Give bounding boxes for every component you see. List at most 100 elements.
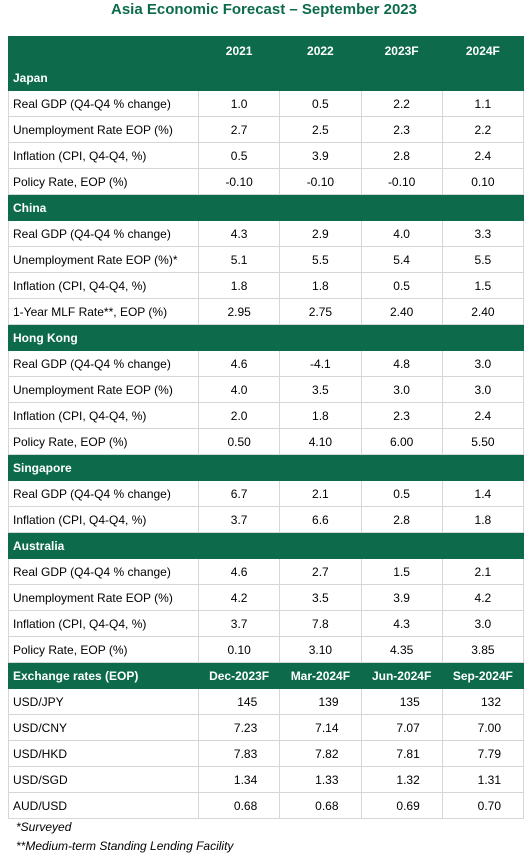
cell-value: 1.5 bbox=[441, 272, 525, 299]
table-row: Inflation (CPI, Q4-Q4, %) 3.7 7.8 4.3 3.0 bbox=[8, 610, 525, 637]
cell-value: 0.68 bbox=[279, 792, 362, 819]
cell-value: 1.0 bbox=[197, 90, 281, 117]
cell-value: 4.2 bbox=[441, 584, 525, 611]
cell-value: 0.10 bbox=[441, 168, 525, 195]
row-label: Inflation (CPI, Q4-Q4, %) bbox=[8, 506, 199, 533]
table-row: Real GDP (Q4-Q4 % change) 4.6 2.7 1.5 2.1 bbox=[8, 558, 525, 585]
cell-value: 1.8 bbox=[197, 272, 281, 299]
cell-value: 4.6 bbox=[197, 558, 281, 585]
row-label: Policy Rate, EOP (%) bbox=[8, 428, 199, 455]
table-row: 2021 2022 2023F 2024F bbox=[8, 36, 525, 65]
cell-value: 2.8 bbox=[360, 506, 443, 533]
cell-value: 2.95 bbox=[197, 298, 281, 325]
cell-value: 135 bbox=[360, 688, 443, 715]
cell-value: 4.6 bbox=[197, 350, 281, 377]
table-row: Inflation (CPI, Q4-Q4, %) 1.8 1.8 0.5 1.5 bbox=[8, 272, 525, 299]
cell-value: 7.07 bbox=[360, 714, 443, 741]
cell-value: -0.10 bbox=[279, 168, 362, 195]
cell-value: 1.31 bbox=[441, 766, 525, 793]
cell-value: 3.10 bbox=[279, 636, 362, 663]
cell-value: 3.0 bbox=[441, 350, 525, 377]
table-row: Real GDP (Q4-Q4 % change) 4.3 2.9 4.0 3.3 bbox=[8, 220, 525, 247]
cell-value: 2.9 bbox=[279, 220, 362, 247]
cell-value: 6.6 bbox=[279, 506, 362, 533]
cell-value: 2.2 bbox=[360, 90, 443, 117]
column-header: 2023F bbox=[360, 36, 443, 65]
cell-value: 7.81 bbox=[360, 740, 443, 767]
row-label: Unemployment Rate EOP (%) bbox=[8, 584, 199, 611]
cell-value: 4.8 bbox=[360, 350, 443, 377]
cell-value: 7.83 bbox=[197, 740, 281, 767]
table-row: Unemployment Rate EOP (%) 4.2 3.5 3.9 4.2 bbox=[8, 584, 525, 611]
table-row: Unemployment Rate EOP (%) 2.7 2.5 2.3 2.2 bbox=[8, 116, 525, 143]
cell-value: 1.34 bbox=[197, 766, 281, 793]
column-header: Mar-2024F bbox=[279, 662, 362, 689]
row-label: USD/JPY bbox=[8, 688, 199, 715]
table-row: 1-Year MLF Rate**, EOP (%) 2.95 2.75 2.40 2.… bbox=[8, 298, 525, 325]
cell-value: 1.5 bbox=[360, 558, 443, 585]
row-label: Inflation (CPI, Q4-Q4, %) bbox=[8, 610, 199, 637]
column-header: Jun-2024F bbox=[360, 662, 443, 689]
header-cell bbox=[8, 36, 199, 65]
cell-value: 0.5 bbox=[360, 480, 443, 507]
row-label: Inflation (CPI, Q4-Q4, %) bbox=[8, 272, 199, 299]
cell-value: 4.0 bbox=[197, 376, 281, 403]
cell-value: 0.69 bbox=[360, 792, 443, 819]
cell-value: -4.1 bbox=[279, 350, 362, 377]
cell-value: 1.32 bbox=[360, 766, 443, 793]
cell-value: 3.3 bbox=[441, 220, 525, 247]
cell-value: 3.0 bbox=[441, 610, 525, 637]
cell-value: 2.4 bbox=[441, 142, 525, 169]
row-label: 1-Year MLF Rate**, EOP (%) bbox=[8, 298, 199, 325]
row-label: Inflation (CPI, Q4-Q4, %) bbox=[8, 142, 199, 169]
table-row: Policy Rate, EOP (%) 0.10 3.10 4.35 3.85 bbox=[8, 636, 525, 663]
row-label: Inflation (CPI, Q4-Q4, %) bbox=[8, 402, 199, 429]
cell-value: 5.4 bbox=[360, 246, 443, 273]
row-label: Unemployment Rate EOP (%)* bbox=[8, 246, 199, 273]
table-row: Singapore bbox=[8, 454, 524, 481]
table-row: Unemployment Rate EOP (%) 4.0 3.5 3.0 3.0 bbox=[8, 376, 525, 403]
column-header: 2021 bbox=[197, 36, 281, 65]
table-row: Inflation (CPI, Q4-Q4, %) 2.0 1.8 2.3 2.4 bbox=[8, 402, 525, 429]
title: Asia Economic Forecast – September 2023 bbox=[111, 1, 417, 18]
cell-value: 5.50 bbox=[441, 428, 525, 455]
table-row: Policy Rate, EOP (%) -0.10 -0.10 -0.10 0.10 bbox=[8, 168, 525, 195]
section-header: Japan bbox=[8, 64, 524, 91]
cell-value: 1.8 bbox=[279, 402, 362, 429]
column-header: 2022 bbox=[279, 36, 362, 65]
cell-value: 0.68 bbox=[197, 792, 281, 819]
cell-value: 7.82 bbox=[279, 740, 362, 767]
row-label: Policy Rate, EOP (%) bbox=[8, 636, 199, 663]
table-row: Hong Kong bbox=[8, 324, 524, 351]
table-row: Australia bbox=[8, 532, 524, 559]
cell-value: 4.3 bbox=[197, 220, 281, 247]
cell-value: 4.3 bbox=[360, 610, 443, 637]
section-header: Singapore bbox=[8, 454, 524, 481]
cell-value: 3.85 bbox=[441, 636, 525, 663]
row-label: Real GDP (Q4-Q4 % change) bbox=[8, 558, 199, 585]
cell-value: 4.2 bbox=[197, 584, 281, 611]
section-header: Australia bbox=[8, 532, 524, 559]
cell-value: 132 bbox=[441, 688, 525, 715]
table-row: Unemployment Rate EOP (%)* 5.1 5.5 5.4 5.5 bbox=[8, 246, 525, 273]
section-header: China bbox=[8, 194, 524, 221]
table-row: Inflation (CPI, Q4-Q4, %) 3.7 6.6 2.8 1.8 bbox=[8, 506, 525, 533]
cell-value: 2.2 bbox=[441, 116, 525, 143]
cell-value: 2.5 bbox=[279, 116, 362, 143]
cell-value: 0.50 bbox=[197, 428, 281, 455]
row-label: AUD/USD bbox=[8, 792, 199, 819]
cell-value: 3.0 bbox=[360, 376, 443, 403]
cell-value: 2.7 bbox=[197, 116, 281, 143]
cell-value: 3.9 bbox=[360, 584, 443, 611]
row-label: USD/SGD bbox=[8, 766, 199, 793]
table-row: Japan bbox=[8, 64, 524, 91]
cell-value: -0.10 bbox=[197, 168, 281, 195]
row-label: Real GDP (Q4-Q4 % change) bbox=[8, 220, 199, 247]
cell-value: 1.8 bbox=[279, 272, 362, 299]
cell-value: 2.1 bbox=[279, 480, 362, 507]
table-row: Inflation (CPI, Q4-Q4, %) 0.5 3.9 2.8 2.4 bbox=[8, 142, 525, 169]
table-row: Real GDP (Q4-Q4 % change) 4.6 -4.1 4.8 3.0 bbox=[8, 350, 525, 377]
cell-value: 1.4 bbox=[441, 480, 525, 507]
cell-value: 7.23 bbox=[197, 714, 281, 741]
